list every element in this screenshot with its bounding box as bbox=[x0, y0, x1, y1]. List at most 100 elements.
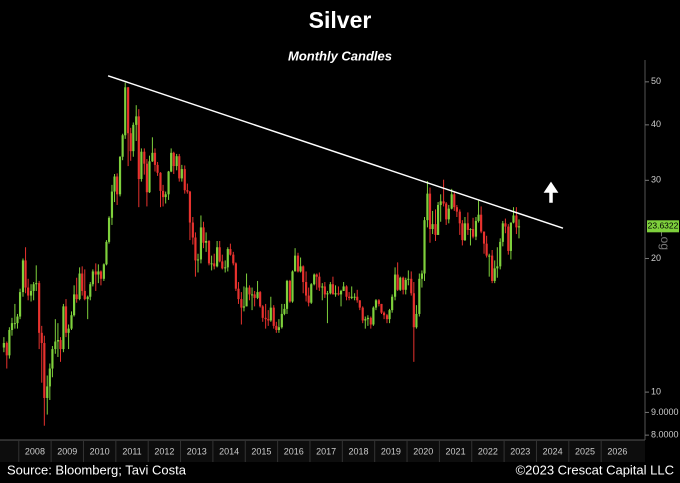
candle-body bbox=[458, 211, 461, 224]
candle-body bbox=[461, 223, 464, 241]
candle-body bbox=[337, 293, 340, 295]
candle-body bbox=[216, 247, 219, 267]
candle-body bbox=[224, 267, 227, 269]
candle-body bbox=[43, 343, 46, 398]
candle-body bbox=[40, 332, 43, 344]
candle-body bbox=[18, 292, 22, 317]
candle-body bbox=[393, 274, 397, 297]
x-axis-band bbox=[0, 440, 645, 462]
candle-body bbox=[288, 280, 292, 302]
candle-body bbox=[51, 349, 54, 369]
candle-body bbox=[380, 303, 383, 313]
candle-body bbox=[515, 215, 518, 228]
candle-body bbox=[509, 222, 512, 251]
candle-body bbox=[296, 255, 300, 272]
candle-body bbox=[10, 323, 14, 331]
y-tick-label: 20 bbox=[651, 253, 661, 263]
candle-body bbox=[167, 171, 170, 195]
candle-body bbox=[194, 237, 197, 261]
candle-body bbox=[13, 323, 16, 325]
x-tick-label: 2009 bbox=[57, 446, 77, 456]
candle-body bbox=[232, 254, 235, 264]
candle-body bbox=[434, 224, 437, 235]
candle-body bbox=[345, 286, 348, 297]
candle-body bbox=[213, 263, 216, 267]
candle-body bbox=[445, 203, 448, 220]
last-price-box bbox=[647, 220, 679, 233]
candle-body bbox=[356, 296, 359, 301]
candle-body bbox=[477, 214, 480, 221]
candle-body bbox=[323, 286, 326, 295]
x-tick-label: 2017 bbox=[316, 446, 336, 456]
candle-body bbox=[310, 284, 313, 303]
candle-body bbox=[499, 241, 502, 267]
candle-body bbox=[256, 292, 259, 298]
candle-body bbox=[186, 190, 189, 192]
candle-body bbox=[226, 249, 229, 268]
candle-body bbox=[129, 133, 132, 152]
candle-body bbox=[16, 316, 19, 324]
candle-body bbox=[218, 247, 221, 262]
y-tick-label: 40 bbox=[651, 119, 661, 129]
candle-body bbox=[207, 240, 211, 264]
candle-body bbox=[2, 343, 5, 348]
candle-body bbox=[407, 278, 410, 280]
candle-body bbox=[342, 286, 345, 291]
candle-body bbox=[402, 277, 405, 290]
candle-body bbox=[64, 306, 68, 333]
candle-body bbox=[321, 286, 324, 288]
candle-body bbox=[485, 243, 488, 256]
candle-body bbox=[315, 274, 318, 277]
candle-body bbox=[369, 317, 372, 325]
candle-body bbox=[404, 279, 407, 290]
x-tick-label: 2010 bbox=[90, 446, 110, 456]
candle-body bbox=[453, 194, 456, 208]
candle-body bbox=[428, 193, 432, 230]
candle-body bbox=[339, 290, 343, 295]
candle-body bbox=[151, 152, 154, 162]
candle-body bbox=[97, 271, 100, 275]
candle-body bbox=[94, 271, 97, 275]
candle-body bbox=[145, 163, 148, 193]
candle-body bbox=[156, 164, 159, 173]
candle-body bbox=[267, 319, 270, 321]
candle-body bbox=[350, 296, 353, 298]
candle-body bbox=[480, 214, 483, 232]
candle-body bbox=[132, 124, 135, 152]
candle-body bbox=[75, 294, 78, 300]
candle-body bbox=[358, 300, 361, 308]
candle-body bbox=[164, 194, 167, 198]
candle-body bbox=[178, 156, 181, 179]
candle-body bbox=[261, 306, 264, 318]
candle-body bbox=[512, 215, 515, 223]
candle-body bbox=[361, 307, 364, 321]
candle-body bbox=[331, 284, 335, 295]
candle-body bbox=[285, 280, 289, 309]
y-tick-label: 9.0000 bbox=[651, 407, 679, 417]
candle-body bbox=[491, 255, 494, 281]
scale-label: Log bbox=[658, 230, 672, 250]
candle-body bbox=[299, 266, 302, 272]
x-tick-label: 2014 bbox=[219, 446, 239, 456]
x-tick-label: 2024 bbox=[543, 446, 563, 456]
candle-body bbox=[431, 224, 434, 230]
candle-body bbox=[56, 340, 60, 342]
candle-body bbox=[127, 87, 130, 134]
candle-body bbox=[27, 287, 30, 296]
candle-body bbox=[304, 282, 308, 296]
candle-body bbox=[86, 296, 89, 300]
candle-body bbox=[382, 312, 386, 316]
candle-body bbox=[221, 261, 224, 269]
x-tick-label: 2015 bbox=[251, 446, 271, 456]
candle-body bbox=[245, 287, 248, 307]
candle-body bbox=[277, 327, 280, 331]
candle-body bbox=[48, 368, 51, 387]
candle-body bbox=[307, 295, 310, 303]
candle-body bbox=[110, 191, 114, 218]
copyright-note: ©2023 Crescat Capital LLC bbox=[516, 462, 674, 477]
candle-body bbox=[183, 169, 186, 191]
candle-body bbox=[385, 315, 389, 320]
candle-body bbox=[32, 284, 35, 291]
candle-body bbox=[73, 294, 76, 316]
